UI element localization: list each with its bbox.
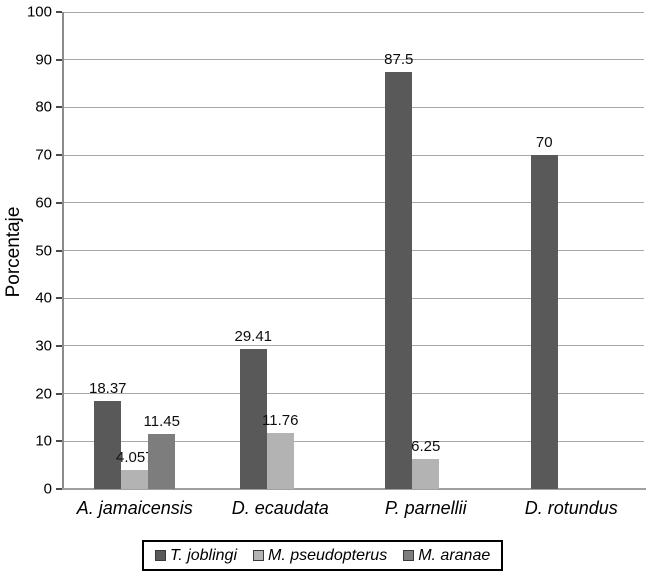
bar: [412, 459, 440, 489]
y-axis-tick: [56, 297, 62, 300]
y-axis-tick: [56, 440, 62, 443]
x-axis-line: [62, 488, 646, 490]
y-gridline: [62, 11, 644, 13]
legend-label: M. pseudopterus: [268, 546, 388, 564]
legend-label: T. joblingi: [170, 546, 238, 564]
y-tick-label: 70: [35, 146, 52, 164]
y-gridline: [62, 106, 644, 108]
y-axis-tick: [56, 249, 62, 252]
x-category-label: A. jamaicensis: [76, 498, 193, 518]
y-tick-label: 50: [35, 242, 52, 259]
y-tick-label: 90: [35, 51, 52, 69]
y-tick-label: 80: [35, 98, 52, 116]
bar-value-label: 11.76: [262, 411, 299, 429]
bar: [530, 155, 558, 489]
legend-swatch-icon: [253, 550, 265, 561]
y-axis-tick: [56, 488, 62, 490]
bar: [94, 401, 122, 489]
legend-item: T. joblingi: [155, 547, 237, 565]
legend-item: M. pseudopterus: [253, 547, 387, 565]
y-tick-label: 20: [35, 385, 52, 403]
y-gridline: [62, 345, 644, 347]
y-axis-tick: [56, 392, 62, 395]
bar: [148, 434, 176, 489]
y-gridline: [62, 202, 644, 204]
y-axis-tick: [56, 58, 62, 61]
legend-swatch-icon: [155, 550, 166, 561]
bar: [239, 348, 267, 489]
y-axis-tick: [56, 154, 62, 157]
bar-value-label: 70: [535, 134, 553, 152]
y-axis-tick: [56, 344, 62, 347]
y-tick-label: 60: [35, 194, 52, 212]
y-axis-tick: [56, 201, 62, 204]
y-gridline: [62, 297, 644, 299]
y-axis-line: [62, 12, 64, 489]
x-category-label: D. ecaudata: [231, 498, 329, 518]
y-gridline: [62, 250, 644, 251]
y-tick-label: 40: [35, 289, 52, 307]
bar: [385, 71, 413, 489]
legend-swatch-icon: [403, 550, 415, 561]
y-tick-label: 0: [43, 480, 52, 498]
y-axis-tick: [56, 106, 62, 109]
y-tick-label: 10: [35, 432, 52, 450]
y-tick-label: 100: [26, 3, 52, 21]
bar-value-label: 4.057: [115, 448, 154, 466]
legend-label: M. aranae: [418, 546, 491, 564]
x-category-label: D. rotundus: [524, 498, 618, 518]
bar-value-label: 18.37: [88, 380, 127, 398]
chart-legend: T. joblingi M. pseudopterus M. aranae: [142, 540, 504, 571]
bar-value-label: 29.41: [234, 327, 273, 345]
y-tick-label: 30: [35, 337, 52, 355]
y-gridline: [62, 440, 644, 442]
bar-value-label: 6.25: [411, 438, 441, 456]
bar: [121, 469, 149, 489]
y-axis-tick: [56, 11, 62, 13]
y-gridline: [62, 154, 644, 156]
bar-value-label: 87.5: [384, 50, 414, 68]
bar: [266, 432, 294, 489]
y-gridline: [62, 393, 644, 395]
y-gridline: [62, 59, 644, 61]
legend-item: M. aranae: [403, 547, 490, 565]
x-category-label: P. parnellii: [384, 498, 467, 518]
bar-value-label: 11.45: [143, 413, 180, 431]
